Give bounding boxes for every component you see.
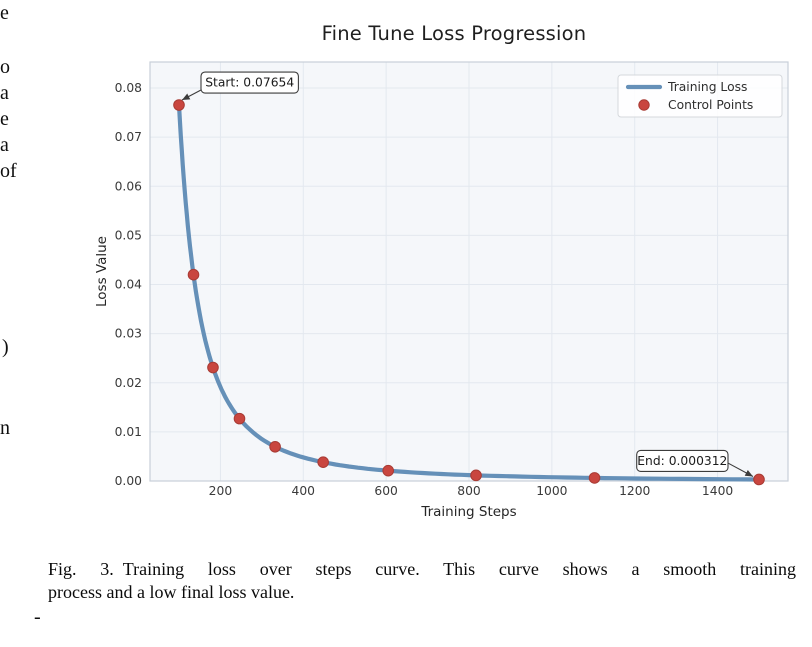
x-tick-label: 400 <box>292 484 315 498</box>
control-point <box>269 440 281 453</box>
legend-label-control-points: Control Points <box>668 98 753 112</box>
cropped-text-fragment: a <box>0 134 9 156</box>
y-tick-label: 0.04 <box>115 278 143 292</box>
legend-label-training-loss: Training Loss <box>667 80 747 94</box>
caption-text-line1: Training loss over steps curve. This cur… <box>122 559 796 579</box>
loss-chart-canvas: 200 400 600 800 1000 1200 1400 0.00 0.01 0.02 0.03… <box>94 61 789 520</box>
control-point <box>753 473 765 486</box>
x-tick-label: 1200 <box>619 484 650 498</box>
y-tick-label: 0.01 <box>115 425 142 439</box>
y-axis-label: Loss Value <box>94 236 110 307</box>
y-tick-label: 0.02 <box>115 376 142 390</box>
annotation-box-end <box>636 449 729 473</box>
x-tick-label: 800 <box>457 484 480 498</box>
cropped-text-fragment: a <box>0 82 9 104</box>
y-tick-label: 0.06 <box>115 179 143 193</box>
plot-border <box>149 61 789 482</box>
control-point <box>317 456 329 468</box>
annotation-text-end: End: 0.000312 <box>637 454 727 468</box>
cropped-text-fragment: n <box>0 417 10 439</box>
y-tick-label: 0.07 <box>115 130 142 144</box>
control-point <box>187 268 200 281</box>
control-point <box>470 469 482 482</box>
cropped-text-fragment: of <box>0 160 17 182</box>
control-point <box>233 412 246 425</box>
cropped-text-fragment: e <box>0 2 9 24</box>
training-loss-line <box>176 102 762 482</box>
control-point <box>173 99 185 111</box>
y-tick-label: 0.08 <box>115 81 142 95</box>
annotation-text-start: Start: 0.07654 <box>205 76 294 90</box>
figure-3: Fine Tune Loss Progression 200 400 600 800 1… <box>90 22 796 526</box>
cropped-text-fragment: o <box>0 56 10 78</box>
x-tick-label: 200 <box>209 484 232 498</box>
control-point <box>588 472 601 484</box>
legend-marker-sample <box>638 99 650 111</box>
control-point <box>382 464 395 477</box>
y-tick-label: 0.03 <box>115 327 142 341</box>
caption-text-line2: process and a low final loss value. <box>48 582 295 603</box>
figure-caption: Fig. 3. Training loss over steps curve. … <box>48 558 796 605</box>
y-tick-label: 0.05 <box>115 228 142 242</box>
caption-label: Fig. 3. <box>48 559 114 579</box>
cropped-text-fragment: ) <box>2 336 9 358</box>
cropped-text-fragment: e <box>0 108 9 130</box>
cropped-text-fragment: - <box>34 606 41 628</box>
x-tick-label: 1400 <box>702 484 733 498</box>
chart-title: Fine Tune Loss Progression <box>321 22 587 45</box>
caption-line-1: Fig. 3. Training loss over steps curve. … <box>48 558 796 581</box>
annotation-arrow <box>181 89 202 101</box>
x-tick-label: 600 <box>374 484 397 498</box>
control-point <box>207 361 219 374</box>
caption-line-2: process and a low final loss value. <box>48 581 796 604</box>
x-tick-label: 1000 <box>536 484 567 498</box>
y-tick-label: 0.00 <box>115 474 142 488</box>
annotation-box-start <box>200 71 299 94</box>
annotation-arrow <box>727 462 754 477</box>
x-axis-label: Training Steps <box>420 504 516 520</box>
